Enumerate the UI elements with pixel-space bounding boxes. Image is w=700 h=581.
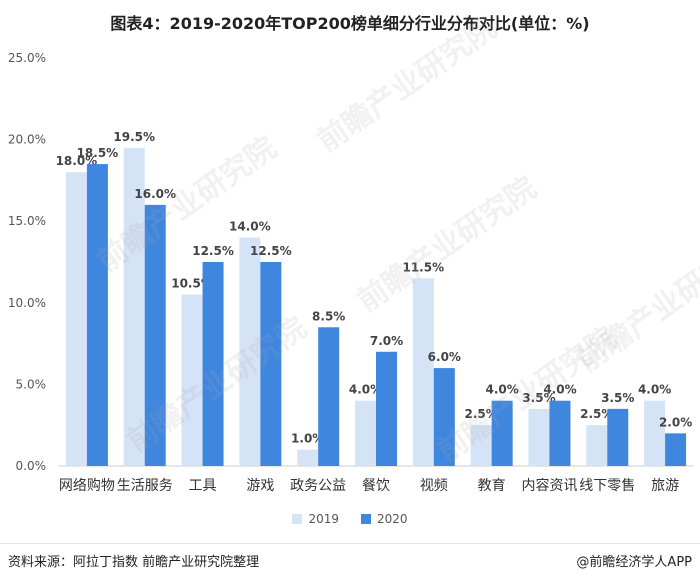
data-label-2019-6: 4.0% <box>349 383 382 397</box>
bar-2020-4 <box>260 262 282 466</box>
bar-2020-2 <box>144 204 166 466</box>
category-label: 工具 <box>189 478 217 494</box>
category-label: 游戏 <box>246 478 274 494</box>
bar-2020-7 <box>433 368 455 466</box>
y-tick-label: 25.0% <box>8 51 46 65</box>
category-label: 内容资讯 <box>521 477 577 494</box>
data-label-2019-1: 18.0% <box>56 154 98 168</box>
category-label: 生活服务 <box>117 478 173 494</box>
bar-2020-10 <box>607 408 629 466</box>
bar-2019-3 <box>181 294 203 466</box>
source-note: 资料来源：阿拉丁指数 前瞻产业研究院整理 <box>8 555 260 570</box>
bar-2020-8 <box>491 400 513 466</box>
data-label-2019-3: 10.5% <box>171 277 213 291</box>
data-label-2019-11: 4.0% <box>638 383 671 397</box>
bar-2019-1 <box>65 172 87 467</box>
bar-2019-2 <box>123 147 145 466</box>
data-label-2020-5: 8.5% <box>312 309 345 323</box>
bar-2019-4 <box>239 237 261 466</box>
legend-swatch-2020 <box>361 514 371 524</box>
data-label-2019-10: 2.5% <box>580 407 613 421</box>
bar-2019-5 <box>297 449 319 466</box>
bar-2020-11 <box>665 433 687 466</box>
category-label: 教育 <box>478 478 506 494</box>
y-tick-label: 20.0% <box>8 133 46 147</box>
data-label-2020-9: 4.0% <box>543 383 576 397</box>
y-tick-label: 15.0% <box>8 214 46 228</box>
category-label: 旅游 <box>651 478 679 494</box>
y-tick-label: 0.0% <box>16 459 47 473</box>
category-label: 线下零售 <box>579 478 635 494</box>
bar-2019-9 <box>528 408 550 466</box>
data-label-2020-2: 16.0% <box>134 187 176 201</box>
category-label: 餐饮 <box>362 478 390 494</box>
category-label: 视频 <box>420 478 448 494</box>
data-label-2020-8: 4.0% <box>485 383 518 397</box>
data-label-2020-7: 6.0% <box>428 350 461 364</box>
bar-chart: 0.0% 5.0% 10.0% 15.0% 20.0% 25.0% 18.0%18.5% 网络… <box>8 51 694 494</box>
bar-2019-11 <box>644 400 666 466</box>
bar-2019-10 <box>586 425 608 466</box>
data-label-2020-11: 2.0% <box>659 415 692 429</box>
y-tick-label: 5.0% <box>16 377 47 391</box>
bar-2020-9 <box>549 400 571 466</box>
data-label-2020-10: 3.5% <box>601 391 634 405</box>
data-label-2019-2: 19.5% <box>113 130 155 144</box>
bar-2020-1 <box>86 164 108 466</box>
bar-2020-5 <box>318 327 340 466</box>
bar-2019-7 <box>412 278 434 466</box>
legend-item-2020: 2020 <box>361 512 408 526</box>
data-label-2020-3: 12.5% <box>192 244 234 258</box>
category-label: 网络购物 <box>59 478 115 494</box>
bar-2020-6 <box>376 351 397 466</box>
bar-2020-3 <box>202 262 224 466</box>
data-label-2020-4: 12.5% <box>250 244 292 258</box>
data-label-2019-7: 11.5% <box>402 260 444 274</box>
chart-title: 图表4：2019-2020年TOP200榜单细分行业分布对比(单位：%) <box>110 14 590 33</box>
legend-swatch-2019 <box>292 514 303 524</box>
bar-2019-8 <box>470 425 492 466</box>
legend: 2019 2020 <box>0 512 700 526</box>
brand-credit: @前瞻经济学人APP <box>576 555 692 570</box>
bar-2019-6 <box>355 400 376 466</box>
y-tick-label: 10.0% <box>8 296 46 310</box>
footer-divider <box>0 543 700 544</box>
data-label-2019-9: 3.5% <box>522 391 555 405</box>
legend-label-2019: 2019 <box>308 512 339 526</box>
legend-label-2020: 2020 <box>377 512 408 526</box>
data-label-2020-1: 18.5% <box>77 146 119 160</box>
data-label-2019-4: 14.0% <box>229 220 271 234</box>
category-label: 政务公益 <box>290 478 346 494</box>
data-label-2020-6: 7.0% <box>370 334 403 348</box>
legend-item-2019: 2019 <box>292 512 339 526</box>
data-label-2019-5: 1.0% <box>291 432 324 446</box>
data-label-2019-8: 2.5% <box>464 407 497 421</box>
